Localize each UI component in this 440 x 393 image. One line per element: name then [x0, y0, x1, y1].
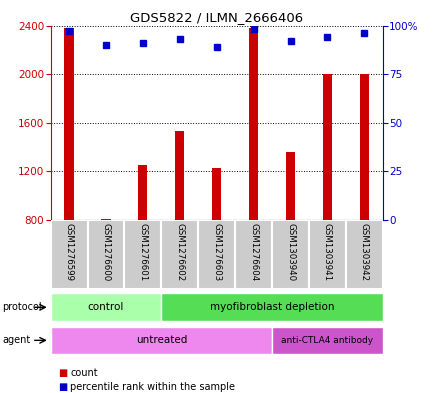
Bar [175, 131, 184, 220]
Bar [235, 220, 272, 289]
Text: GSM1303942: GSM1303942 [360, 223, 369, 281]
Bar [161, 220, 198, 289]
Bar [51, 293, 161, 321]
Text: GSM1276604: GSM1276604 [249, 223, 258, 281]
Bar [272, 220, 309, 289]
Bar [138, 165, 147, 220]
Bar [249, 28, 258, 220]
Bar [360, 74, 369, 220]
Text: anti-CTLA4 antibody: anti-CTLA4 antibody [281, 336, 374, 345]
Bar [51, 220, 88, 289]
Text: myofibroblast depletion: myofibroblast depletion [210, 302, 334, 312]
Text: GSM1276603: GSM1276603 [212, 223, 221, 281]
Bar [101, 219, 110, 220]
Text: GSM1276601: GSM1276601 [138, 223, 147, 281]
Bar [161, 293, 383, 321]
Bar [272, 327, 383, 354]
Text: percentile rank within the sample: percentile rank within the sample [70, 382, 235, 392]
Text: untreated: untreated [136, 335, 187, 345]
Text: GSM1276600: GSM1276600 [102, 223, 110, 281]
Text: count: count [70, 368, 98, 378]
Bar [64, 28, 73, 220]
Bar [88, 220, 125, 289]
Text: protocol: protocol [2, 302, 42, 312]
Text: GSM1303940: GSM1303940 [286, 223, 295, 281]
Text: ■: ■ [59, 368, 68, 378]
Bar [198, 220, 235, 289]
Text: GSM1303941: GSM1303941 [323, 223, 332, 281]
Bar [323, 74, 332, 220]
Bar [346, 220, 383, 289]
Text: control: control [88, 302, 124, 312]
Bar [309, 220, 346, 289]
Bar [286, 152, 295, 220]
Text: agent: agent [2, 335, 30, 345]
Text: GSM1276599: GSM1276599 [65, 223, 73, 281]
Text: GSM1276602: GSM1276602 [175, 223, 184, 281]
Bar [212, 168, 221, 220]
Bar [51, 327, 272, 354]
Title: GDS5822 / ILMN_2666406: GDS5822 / ILMN_2666406 [130, 11, 303, 24]
Text: ■: ■ [59, 382, 68, 392]
Bar [125, 220, 161, 289]
